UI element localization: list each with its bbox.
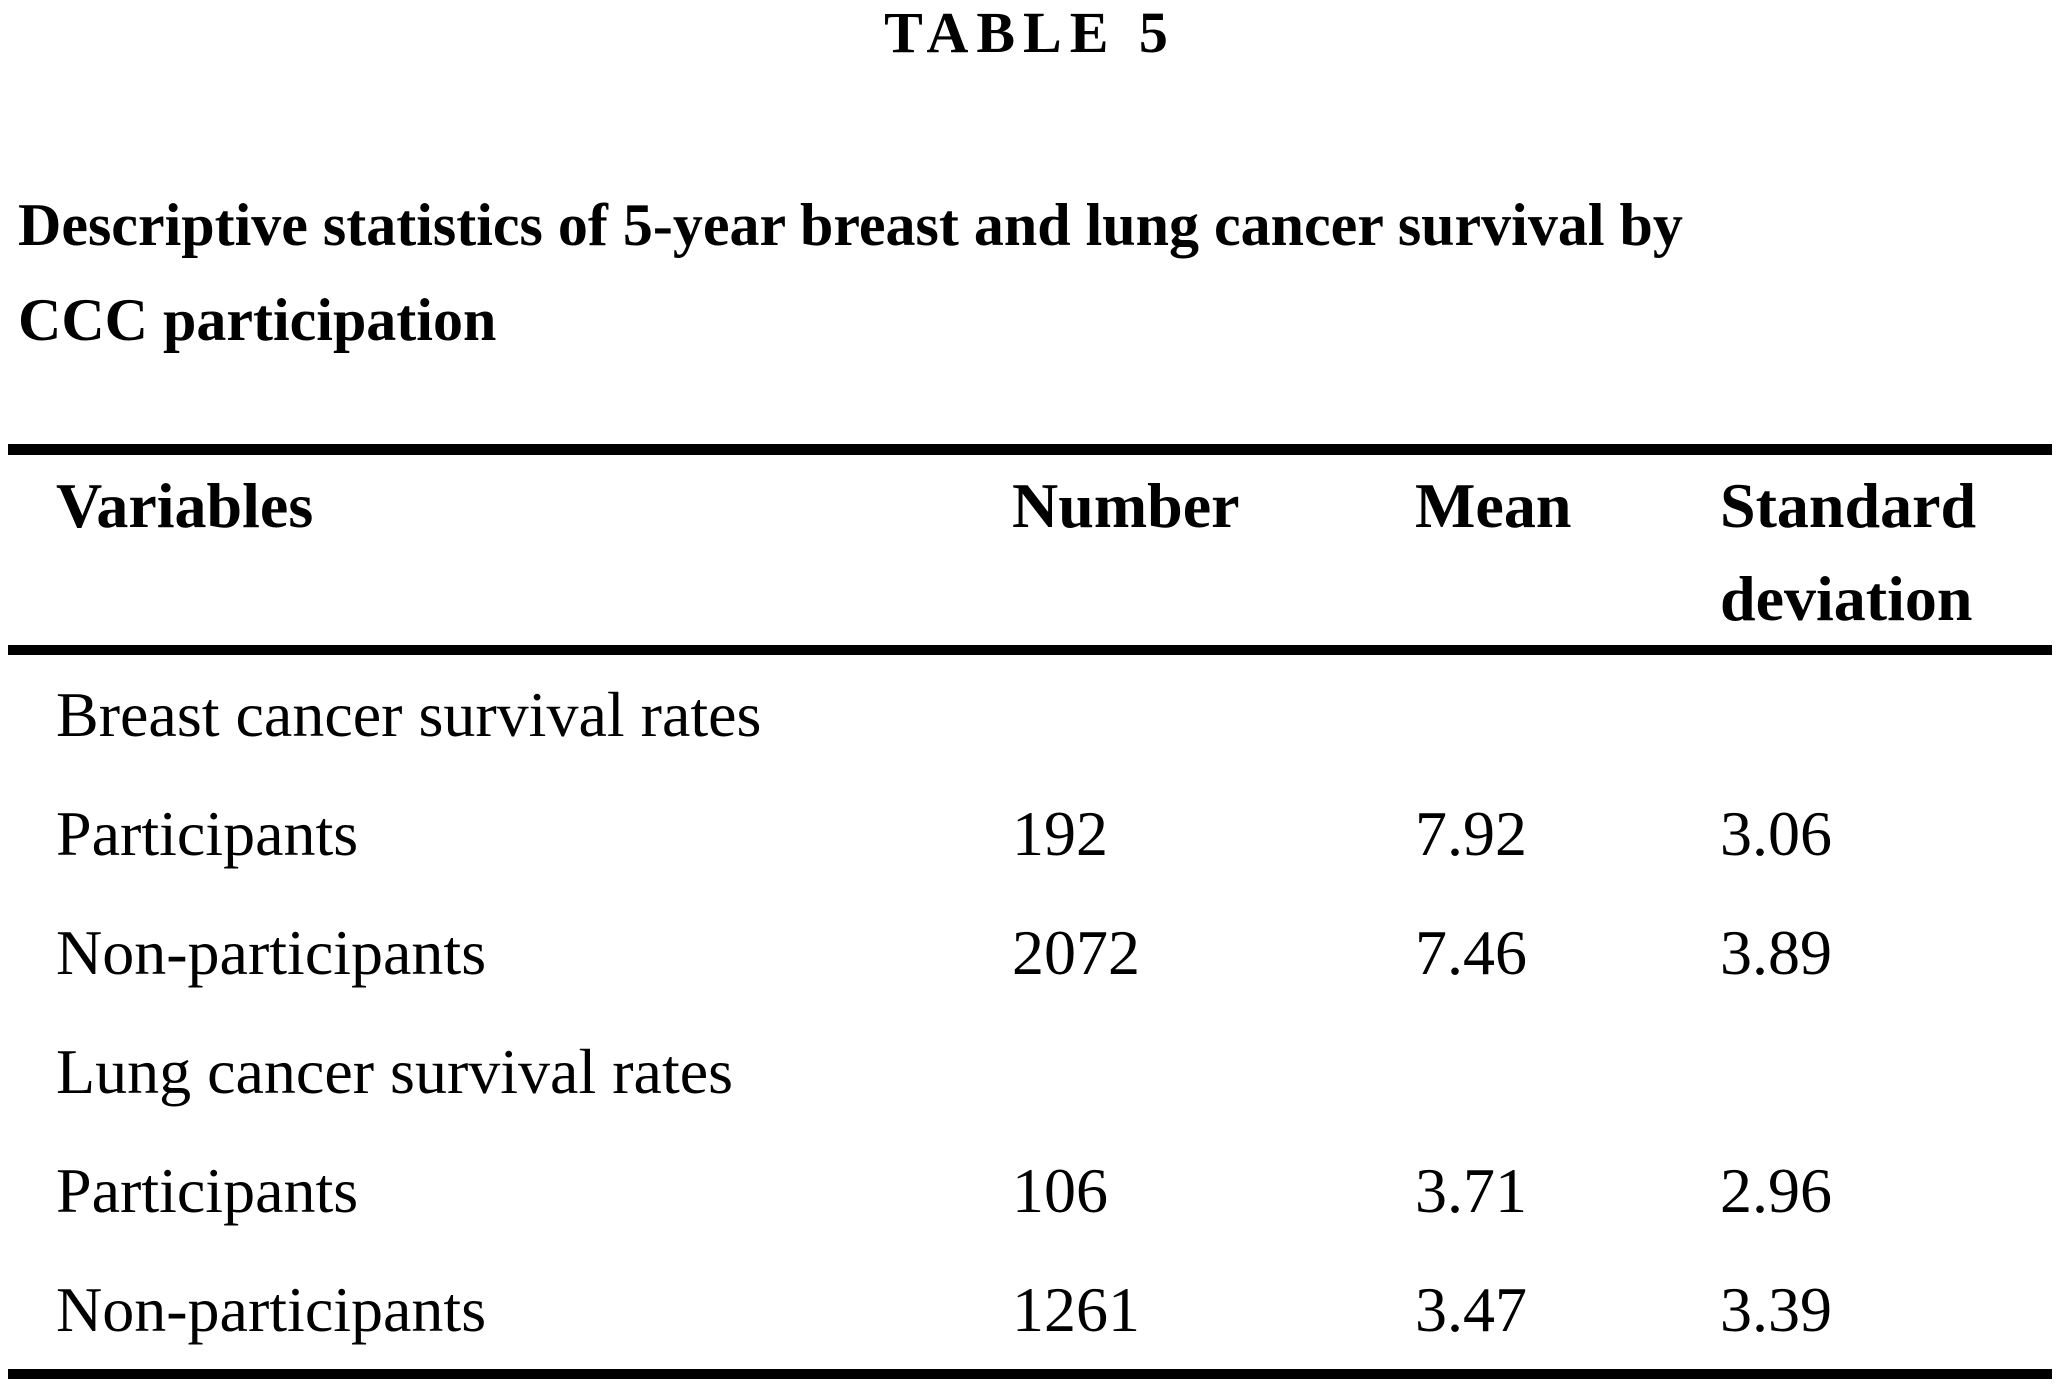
column-header-standard-deviation: Standard deviation [1720,470,1977,634]
cell-mean [1415,1012,1720,1131]
cell-sd [1720,650,2052,774]
header-row: Variables Number Mean Standard deviation [8,450,2052,650]
column-header-number: Number [1012,470,1240,541]
cell-mean: 3.47 [1415,1274,1527,1345]
cell-sd: 2.96 [1720,1155,1832,1226]
table-title-line-2: CCC participation [18,287,497,353]
column-header-variables: Variables [56,470,314,541]
cell-sd: 3.06 [1720,798,1832,869]
row-label: Breast cancer survival rates [56,679,762,750]
section-row-lung-cancer: Lung cancer survival rates [8,1012,2052,1131]
table-row-breast-participants: Participants 192 7.92 3.06 [8,774,2052,893]
cell-mean: 7.92 [1415,798,1527,869]
table-title: Descriptive statistics of 5-year breast … [18,178,2048,368]
cell-mean: 3.71 [1415,1155,1527,1226]
row-label: Non-participants [56,1274,487,1345]
cell-number: 106 [1012,1155,1108,1226]
table-row-lung-participants: Participants 106 3.71 2.96 [8,1131,2052,1250]
cell-number: 192 [1012,798,1108,869]
table-row-lung-non-participants: Non-participants 1261 3.47 3.39 [8,1250,2052,1374]
row-label: Participants [56,798,359,869]
row-label: Non-participants [56,917,487,988]
cell-number: 2072 [1012,917,1140,988]
table-row-breast-non-participants: Non-participants 2072 7.46 3.89 [8,893,2052,1012]
row-label: Lung cancer survival rates [56,1036,734,1107]
cell-sd: 3.39 [1720,1274,1832,1345]
cell-number: 1261 [1012,1274,1140,1345]
table-title-line-1: Descriptive statistics of 5-year breast … [18,192,1683,258]
cell-number [1012,1012,1415,1131]
cell-mean: 7.46 [1415,917,1527,988]
cell-mean [1415,650,1720,774]
row-label: Participants [56,1155,359,1226]
table-number-heading: TABLE 5 [884,0,1176,65]
cell-number [1012,650,1415,774]
cell-sd [1720,1012,2052,1131]
descriptive-statistics-table: Variables Number Mean Standard deviation… [8,444,2052,1379]
column-header-mean: Mean [1415,470,1572,541]
section-row-breast-cancer: Breast cancer survival rates [8,650,2052,774]
cell-sd: 3.89 [1720,917,1832,988]
